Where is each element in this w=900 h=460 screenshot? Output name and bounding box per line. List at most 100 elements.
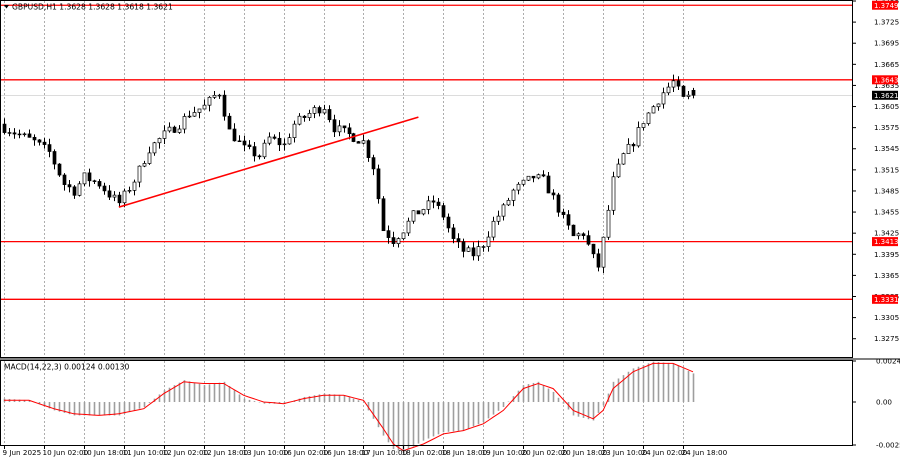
candle-body [631,143,636,147]
candle-body [451,227,456,239]
trendline[interactable] [118,116,419,208]
candle [257,154,262,160]
candle [396,237,401,248]
macd-indicator [3,361,695,453]
candle [22,132,27,137]
candle [496,210,501,225]
price-tick-label: 1.3425 [874,229,899,238]
candle [361,134,366,145]
candle [366,139,371,162]
candle [546,172,551,194]
candle [371,154,376,176]
candle [501,203,506,221]
candle-body [237,140,242,143]
candle-body [461,241,466,252]
candle-body [272,136,277,139]
candle-body [122,190,127,204]
candle [666,82,671,96]
candle [456,233,461,248]
candle [32,134,37,146]
candle [307,109,312,121]
candle-body [147,152,152,164]
candle [486,231,491,252]
candle [12,128,17,139]
symbol-title: GBPUSD,H1 1.3628 1.3628 1.3618 1.3621 [12,3,173,12]
candle [451,223,456,244]
candle-body [127,190,132,192]
candle [127,186,132,194]
price-tick-label: 1.3365 [874,271,899,280]
candle-body [371,157,376,170]
candle-body [401,232,406,240]
price-tick-label: 1.3545 [874,144,899,153]
candle [356,141,361,144]
candle [401,232,406,241]
price-tag: 1.3621 [872,90,899,100]
candle-body [37,139,42,143]
caret-down-icon[interactable] [4,5,9,9]
candle-body [307,113,312,118]
candle-body [222,94,227,117]
candle [511,188,516,207]
candle [526,175,531,182]
candle-body [22,133,27,136]
candle [481,245,486,252]
candle-body [287,137,292,145]
candle-body [207,96,212,106]
candle [337,120,342,137]
candle [187,110,192,118]
candle-body [556,194,561,213]
candle [102,182,107,195]
candle [347,123,352,140]
price-tick-label: 1.3575 [874,123,899,132]
price-tick-label: 1.3665 [874,60,899,69]
candle [681,85,686,97]
candle [411,210,416,224]
candle [521,179,526,187]
chart-header: GBPUSD,H1 1.3628 1.3628 1.3618 1.3621 [4,3,173,12]
candle [646,112,651,126]
candle [641,123,646,131]
candle-body [651,106,656,114]
candle [37,139,42,146]
candle-body [27,133,32,138]
candle-body [596,253,601,268]
candle-body [257,155,262,158]
candle [282,138,287,151]
time-tick-label: 23 Jun 10:00 [602,448,648,457]
candle-body [67,184,72,188]
candle-body [2,123,7,133]
candle [461,238,466,258]
candle [227,113,232,130]
candle-body [192,112,197,117]
candle [67,180,72,193]
price-tick-label: 1.3395 [874,250,899,259]
candle [177,125,182,134]
candle-body [481,246,486,248]
candle-body [641,123,646,128]
candle [691,87,696,99]
candle-body [446,216,451,229]
candle-body [347,127,352,135]
candle-body [337,125,342,133]
candle-body [47,144,52,152]
price-tag-label: 1.3331 [874,296,899,304]
price-tags: 1.3749 1.3643 1.3413 1.3331 1.3621 [872,0,899,304]
candle-body [456,238,461,243]
candle [322,104,327,115]
candle-body [167,126,172,132]
candle [92,179,97,185]
candle-body [92,180,97,182]
candle-body [277,137,282,146]
candle [596,248,601,272]
candle-body [32,136,37,141]
candle-body [496,215,501,222]
candle-body [516,183,521,191]
candle [476,240,481,261]
candle-body [411,210,416,222]
candle [621,152,626,165]
time-tick-label: 11 Jun 10:00 [123,448,169,457]
candle [661,87,666,109]
candle-body [376,168,381,200]
candle-body [62,174,67,185]
